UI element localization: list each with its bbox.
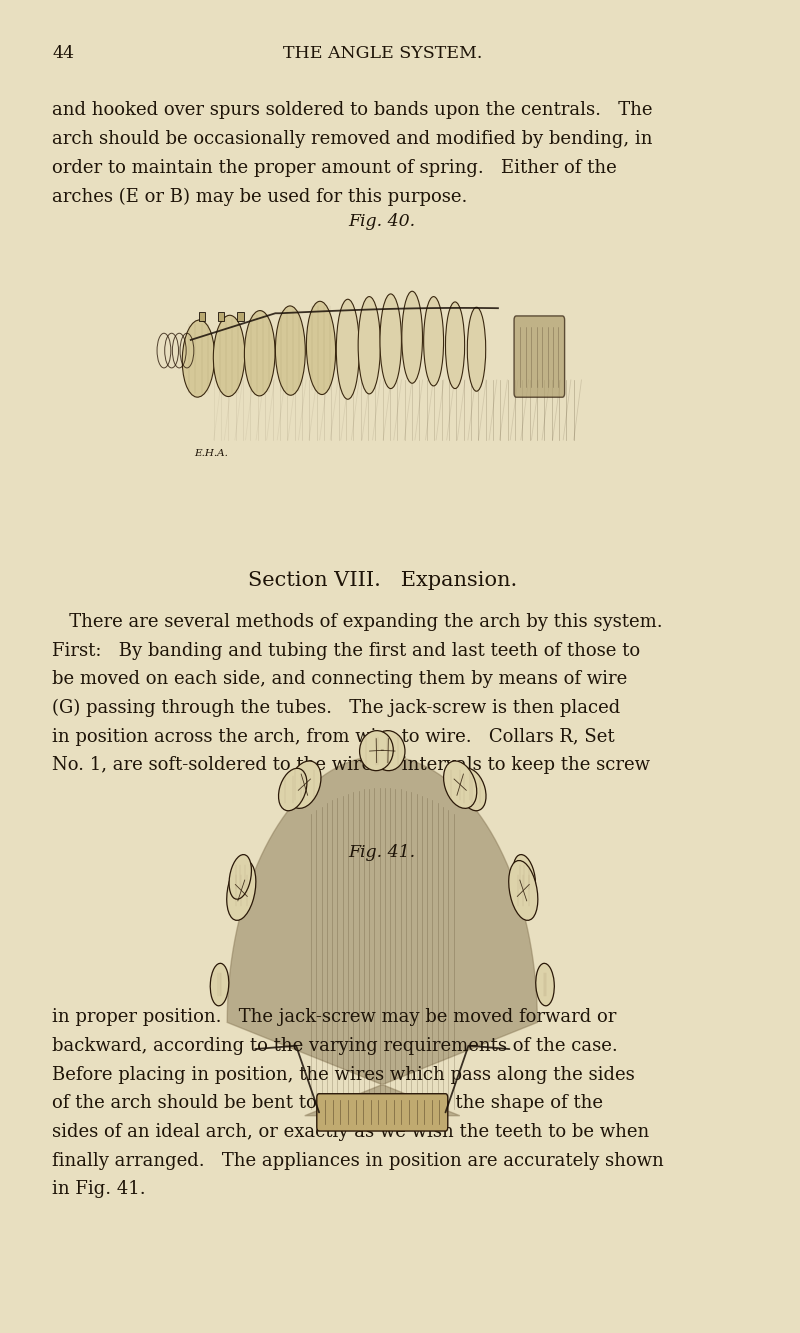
Ellipse shape [359, 730, 394, 770]
Text: Section VIII.   Expansion.: Section VIII. Expansion. [248, 571, 517, 589]
Text: Fig. 40.: Fig. 40. [349, 213, 416, 231]
Text: backward, according to the varying requirements of the case.: backward, according to the varying requi… [52, 1037, 618, 1056]
Text: of the arch should be bent to correspond to the shape of the: of the arch should be bent to correspond… [52, 1094, 603, 1113]
Bar [199, 312, 206, 321]
Text: 44: 44 [52, 45, 74, 63]
Ellipse shape [371, 730, 405, 770]
Text: in Fig. 41.: in Fig. 41. [52, 1181, 146, 1198]
Text: Before placing in position, the wires which pass along the sides: Before placing in position, the wires wh… [52, 1066, 635, 1084]
Text: in position across the arch, from wire to wire.   Collars R, Set: in position across the arch, from wire t… [52, 728, 614, 746]
Ellipse shape [288, 761, 321, 808]
Ellipse shape [446, 301, 465, 389]
Ellipse shape [380, 295, 402, 389]
Ellipse shape [306, 301, 335, 395]
FancyBboxPatch shape [183, 240, 582, 467]
Text: E.H.A.: E.H.A. [194, 449, 229, 459]
Ellipse shape [443, 761, 477, 808]
Ellipse shape [229, 854, 251, 900]
Bar [218, 312, 225, 321]
Ellipse shape [244, 311, 275, 396]
Text: There are several methods of expanding the arch by this system.: There are several methods of expanding t… [52, 613, 662, 632]
Text: Fig. 41.: Fig. 41. [349, 844, 416, 861]
Ellipse shape [458, 768, 486, 810]
Ellipse shape [424, 296, 443, 387]
Polygon shape [227, 756, 538, 1116]
Ellipse shape [182, 320, 214, 397]
Ellipse shape [210, 964, 229, 1006]
Text: (G) passing through the tubes.   The jack-screw is then placed: (G) passing through the tubes. The jack-… [52, 698, 620, 717]
Ellipse shape [336, 299, 359, 399]
Ellipse shape [214, 316, 245, 396]
FancyBboxPatch shape [317, 1093, 448, 1130]
Text: order to maintain the proper amount of spring.   Either of the: order to maintain the proper amount of s… [52, 159, 617, 177]
Ellipse shape [536, 964, 554, 1006]
Ellipse shape [278, 768, 307, 810]
Ellipse shape [275, 307, 306, 395]
Text: arch should be occasionally removed and modified by bending, in: arch should be occasionally removed and … [52, 129, 653, 148]
Text: No. 1, are soft-soldered to the wire at intervals to keep the screw: No. 1, are soft-soldered to the wire at … [52, 756, 650, 774]
Text: finally arranged.   The appliances in position are accurately shown: finally arranged. The appliances in posi… [52, 1152, 664, 1170]
Ellipse shape [358, 296, 380, 395]
FancyBboxPatch shape [514, 316, 565, 397]
Ellipse shape [402, 292, 422, 384]
Ellipse shape [509, 861, 538, 920]
Text: sides of an ideal arch, or exactly as we wish the teeth to be when: sides of an ideal arch, or exactly as we… [52, 1122, 650, 1141]
Text: be moved on each side, and connecting them by means of wire: be moved on each side, and connecting th… [52, 670, 627, 689]
Text: and hooked over spurs soldered to bands upon the centrals.   The: and hooked over spurs soldered to bands … [52, 101, 653, 120]
Text: in proper position.   The jack-screw may be moved forward or: in proper position. The jack-screw may b… [52, 1008, 617, 1026]
Text: THE ANGLE SYSTEM.: THE ANGLE SYSTEM. [282, 45, 482, 63]
Ellipse shape [513, 854, 535, 900]
Bar [238, 312, 244, 321]
Ellipse shape [467, 307, 486, 392]
Text: First:   By banding and tubing the first and last teeth of those to: First: By banding and tubing the first a… [52, 641, 640, 660]
Ellipse shape [226, 861, 256, 920]
Text: arches (E or B) may be used for this purpose.: arches (E or B) may be used for this pur… [52, 187, 467, 205]
